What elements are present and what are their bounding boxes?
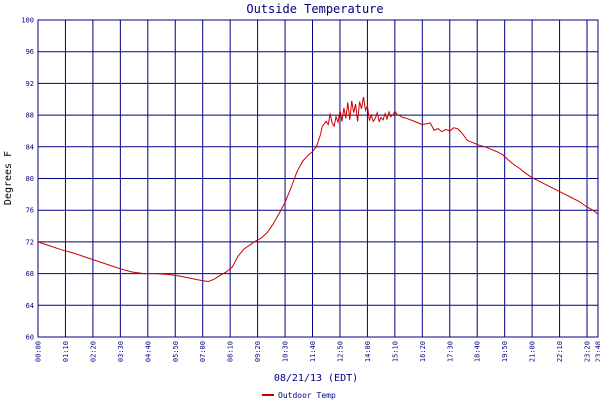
- x-tick-label: 23:20: [584, 341, 592, 362]
- chart-title: Outside Temperature: [246, 2, 383, 16]
- y-tick-labels: 100 96 92 88 84 80 76 72 68 64 60: [21, 17, 34, 342]
- x-tick-label: 17:30: [446, 341, 454, 362]
- x-tick-labels: 00:00 01:10 02:20 03:30 04:40 05:50 07:00 08:10…: [35, 341, 600, 362]
- x-tick-label: 14:00: [364, 341, 372, 362]
- x-tick-label: 02:20: [89, 341, 97, 362]
- x-tick-label: 10:30: [282, 341, 290, 362]
- x-tick-label: 18:40: [474, 341, 482, 362]
- legend-label: Outdoor Temp: [278, 391, 336, 400]
- x-tick-label: 00:00: [35, 341, 43, 362]
- x-tick-label: 11:40: [309, 341, 317, 362]
- x-tick-label: 03:30: [117, 341, 125, 362]
- y-tick-label: 68: [26, 270, 34, 278]
- x-tick-label: 07:00: [199, 341, 207, 362]
- x-tick-label: 12:50: [336, 341, 344, 362]
- x-tick-label: 09:20: [254, 341, 262, 362]
- y-tick-label: 60: [26, 334, 34, 342]
- y-tick-label: 76: [26, 207, 34, 215]
- y-tick-label: 80: [26, 175, 34, 183]
- x-tick-label: 19:50: [501, 341, 509, 362]
- temperature-line: [37, 96, 599, 283]
- y-tick-label: 96: [26, 48, 34, 56]
- x-tick-label: 22:10: [556, 341, 564, 362]
- y-tick-label: 100: [21, 17, 34, 25]
- x-tick-label: 23:48: [595, 341, 600, 362]
- y-tick-label: 84: [26, 143, 34, 151]
- x-tick-label: 21:00: [529, 341, 537, 362]
- y-axis-label: Degrees F: [3, 151, 14, 205]
- x-axis-label: 08/21/13 (EDT): [274, 373, 358, 384]
- y-tick-label: 88: [26, 112, 34, 120]
- x-tick-label: 08:10: [227, 341, 235, 362]
- series-layer: [37, 96, 599, 283]
- y-tick-label: 72: [26, 238, 34, 246]
- legend: Outdoor Temp: [262, 391, 336, 400]
- y-tick-label: 64: [26, 302, 34, 310]
- y-tick-label: 92: [26, 80, 34, 88]
- x-tick-label: 04:40: [144, 341, 152, 362]
- x-tick-label: 05:50: [172, 341, 180, 362]
- grid-lines: [37, 19, 599, 338]
- x-tick-label: 15:10: [391, 341, 399, 362]
- x-tick-label: 01:10: [62, 341, 70, 362]
- x-tick-label: 16:20: [419, 341, 427, 362]
